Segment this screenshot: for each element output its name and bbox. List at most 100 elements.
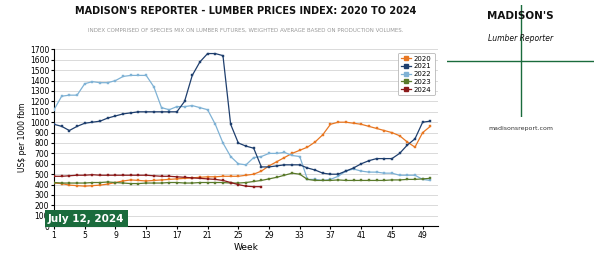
2024 — [196, 177, 203, 180]
2020 — [311, 140, 319, 144]
2022 — [311, 178, 319, 181]
2022 — [158, 106, 165, 109]
2021 — [196, 60, 203, 63]
2024 — [119, 174, 127, 177]
2023 — [58, 181, 65, 185]
2024 — [112, 174, 119, 177]
X-axis label: Week: Week — [233, 243, 259, 252]
2023 — [273, 176, 280, 179]
Line: 2021: 2021 — [53, 52, 432, 176]
2023 — [50, 181, 58, 184]
2024 — [143, 174, 150, 177]
2021 — [373, 157, 380, 160]
Line: 2020: 2020 — [53, 121, 432, 187]
2024 — [58, 175, 65, 178]
2022 — [235, 162, 242, 165]
2020 — [227, 175, 234, 178]
2021 — [220, 54, 227, 57]
2020 — [73, 184, 80, 187]
2023 — [135, 182, 142, 185]
2021 — [365, 159, 373, 162]
2022 — [104, 81, 112, 84]
2023 — [181, 181, 188, 185]
2024 — [188, 176, 196, 179]
2021 — [289, 163, 296, 166]
2023 — [365, 179, 373, 182]
2024 — [204, 177, 211, 180]
Line: 2022: 2022 — [53, 74, 432, 182]
2020 — [242, 174, 250, 177]
2021 — [273, 164, 280, 167]
2023 — [188, 181, 196, 185]
2023 — [150, 181, 157, 185]
2023 — [66, 181, 73, 185]
2020 — [166, 178, 173, 181]
2020 — [97, 184, 104, 187]
2022 — [135, 74, 142, 77]
2022 — [350, 167, 357, 171]
2023 — [335, 178, 342, 181]
2023 — [319, 179, 326, 182]
2020 — [196, 176, 203, 179]
2023 — [143, 181, 150, 185]
Line: 2023: 2023 — [53, 172, 432, 185]
2021 — [97, 120, 104, 123]
2020 — [250, 173, 257, 176]
2021 — [143, 110, 150, 113]
2023 — [97, 181, 104, 184]
Text: madisonsreport.com: madisonsreport.com — [488, 126, 553, 132]
2022 — [335, 175, 342, 178]
2022 — [81, 82, 88, 85]
2023 — [358, 179, 365, 182]
2021 — [396, 152, 403, 155]
2023 — [112, 181, 119, 184]
2022 — [119, 75, 127, 78]
2021 — [50, 123, 58, 126]
2020 — [143, 179, 150, 183]
2021 — [350, 166, 357, 170]
2020 — [81, 185, 88, 188]
2024 — [127, 174, 134, 177]
2021 — [212, 52, 219, 55]
2024 — [89, 173, 96, 176]
2023 — [419, 177, 426, 180]
2020 — [419, 131, 426, 134]
2020 — [412, 146, 419, 149]
2022 — [373, 171, 380, 174]
2021 — [404, 144, 411, 147]
2024 — [104, 174, 112, 177]
2023 — [265, 177, 272, 180]
2022 — [265, 152, 272, 155]
2022 — [380, 172, 388, 175]
2020 — [66, 184, 73, 187]
2023 — [196, 181, 203, 184]
Polygon shape — [522, 62, 590, 115]
2023 — [373, 179, 380, 182]
2021 — [119, 112, 127, 115]
2021 — [419, 121, 426, 124]
2021 — [281, 163, 288, 166]
2022 — [304, 178, 311, 181]
2023 — [212, 181, 219, 184]
2021 — [319, 172, 326, 175]
2024 — [173, 175, 181, 178]
2024 — [150, 174, 157, 177]
2022 — [89, 80, 96, 83]
2023 — [412, 178, 419, 181]
2022 — [127, 74, 134, 77]
2023 — [119, 181, 127, 185]
2021 — [427, 120, 434, 123]
2020 — [188, 176, 196, 179]
2020 — [373, 127, 380, 130]
2020 — [220, 175, 227, 178]
2020 — [281, 156, 288, 159]
2024 — [81, 174, 88, 177]
2022 — [404, 174, 411, 177]
2024 — [242, 185, 250, 188]
2020 — [181, 177, 188, 180]
2020 — [296, 149, 304, 152]
2023 — [304, 178, 311, 181]
Legend: 2020, 2021, 2022, 2023, 2024: 2020, 2021, 2022, 2023, 2024 — [398, 53, 434, 95]
2021 — [204, 52, 211, 55]
2020 — [289, 152, 296, 155]
